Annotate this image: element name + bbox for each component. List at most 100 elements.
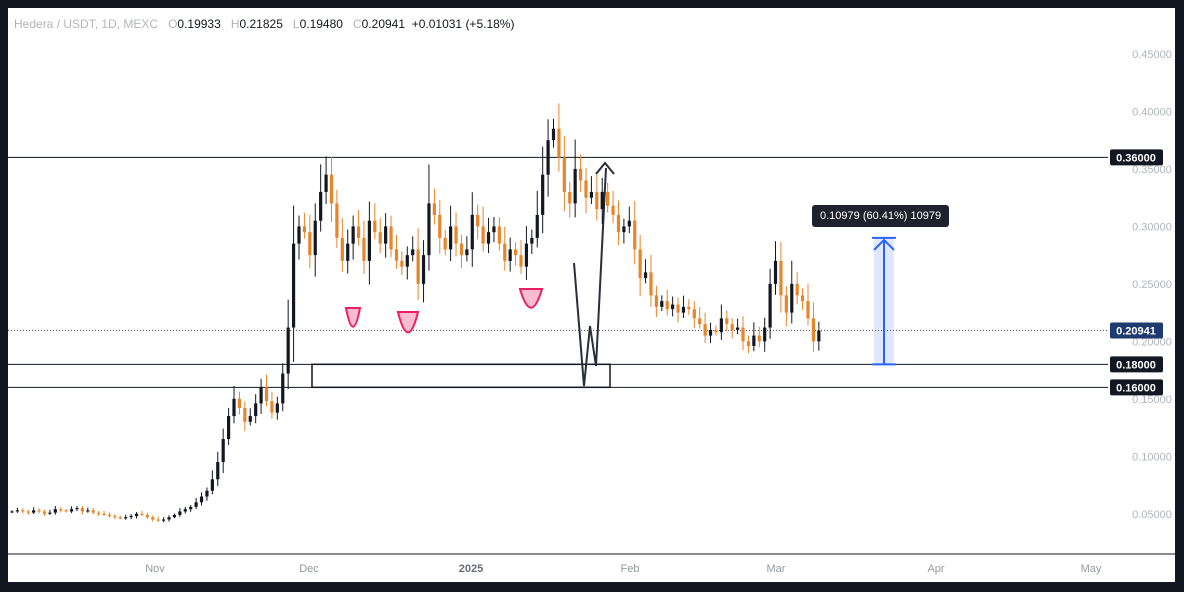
candle-body bbox=[459, 243, 464, 256]
x-tick-label: Mar bbox=[767, 563, 786, 575]
candle-body bbox=[411, 249, 415, 256]
candle-body bbox=[346, 243, 350, 261]
candle-body bbox=[162, 519, 166, 521]
candle-body bbox=[665, 301, 669, 310]
x-tick-label: Feb bbox=[621, 563, 640, 575]
candle-body bbox=[210, 479, 214, 491]
candle-body bbox=[15, 510, 20, 512]
candle-body bbox=[454, 226, 458, 244]
candle-body bbox=[367, 220, 371, 261]
candle-body bbox=[356, 226, 361, 238]
candle-body bbox=[156, 519, 160, 521]
candle-body bbox=[546, 140, 550, 175]
candle-body bbox=[362, 237, 366, 261]
candle-body bbox=[26, 511, 30, 513]
y-tick-label: 0.15000 bbox=[1132, 394, 1172, 406]
candle-body bbox=[53, 509, 57, 513]
candle-body bbox=[216, 462, 220, 480]
candle-body bbox=[676, 304, 680, 313]
candle-body bbox=[611, 205, 615, 215]
candle-body bbox=[573, 168, 577, 204]
candle-body bbox=[378, 232, 382, 244]
candle-body bbox=[492, 226, 496, 233]
candle-body bbox=[194, 502, 198, 507]
candle-body bbox=[351, 226, 355, 244]
candle-body bbox=[264, 387, 269, 402]
x-tick-label: Dec bbox=[299, 563, 319, 575]
candle-body bbox=[557, 128, 561, 158]
candle-body bbox=[790, 283, 794, 313]
candle-body bbox=[254, 403, 258, 417]
price-chart[interactable]: 0.45000 0.40000 0.35000 0.30000 0.25000 0.200… bbox=[8, 8, 1175, 582]
candle-body bbox=[421, 255, 426, 284]
measure-label: 0.10979 (60.41%) 10979 bbox=[812, 205, 950, 227]
candle-body bbox=[503, 243, 507, 261]
candle-body bbox=[681, 306, 686, 313]
candle-body bbox=[654, 295, 658, 307]
candle-body bbox=[784, 295, 788, 313]
y-tick-label: 0.40000 bbox=[1132, 106, 1172, 118]
candle-body bbox=[757, 335, 761, 342]
candle-body bbox=[432, 203, 436, 215]
candle-body bbox=[714, 329, 718, 333]
x-tick-label: May bbox=[1081, 563, 1102, 575]
candle-body bbox=[243, 408, 247, 422]
candle-body bbox=[795, 283, 799, 296]
candle-body bbox=[259, 387, 263, 404]
candle-body bbox=[578, 168, 583, 181]
candle-body bbox=[692, 309, 696, 319]
low-value: 0.19480 bbox=[299, 17, 343, 31]
y-tick-label: 0.05000 bbox=[1132, 509, 1172, 521]
candle-body bbox=[622, 226, 626, 233]
price-label-text: 0.36000 bbox=[1116, 152, 1156, 164]
candle-body bbox=[703, 324, 707, 336]
candle-body bbox=[42, 511, 47, 514]
y-tick-label: 0.45000 bbox=[1132, 49, 1172, 61]
candle-body bbox=[113, 516, 117, 518]
candle-body bbox=[584, 180, 588, 198]
candle-body bbox=[64, 510, 68, 512]
candle-body bbox=[811, 318, 816, 342]
curve-highlight bbox=[518, 288, 544, 309]
symbol-info: Hedera / USDT, 1D, MEXC O0.19933 H0.2182… bbox=[14, 17, 514, 31]
candle-body bbox=[438, 214, 442, 238]
price-label-text: 0.18000 bbox=[1116, 359, 1156, 371]
candle-body bbox=[59, 509, 63, 511]
candle-body bbox=[91, 510, 95, 513]
candle-body bbox=[671, 304, 675, 310]
candle-body bbox=[340, 237, 344, 261]
wave-arrow-icon bbox=[595, 161, 615, 175]
candle-body bbox=[308, 232, 312, 256]
candle-body bbox=[730, 324, 734, 330]
candle-body bbox=[37, 510, 41, 512]
candle-body bbox=[134, 513, 139, 517]
candle-body bbox=[145, 514, 149, 518]
candle-body bbox=[524, 243, 529, 267]
candle-body bbox=[443, 237, 447, 250]
candle-body bbox=[660, 301, 664, 307]
candle-body bbox=[486, 232, 491, 244]
chart-frame[interactable]: 0.45000 0.40000 0.35000 0.30000 0.25000 0.200… bbox=[8, 8, 1175, 582]
candle-body bbox=[80, 508, 84, 512]
support-zone-box bbox=[311, 363, 611, 389]
candle-body bbox=[481, 226, 485, 244]
candle-body bbox=[719, 318, 723, 333]
candle-body bbox=[752, 335, 756, 346]
candle-body bbox=[568, 191, 572, 204]
candle-body bbox=[313, 220, 317, 256]
close-key: C bbox=[352, 17, 362, 31]
x-tick-label: Apr bbox=[927, 563, 944, 575]
candle-body bbox=[32, 510, 36, 513]
candle-body bbox=[199, 496, 204, 503]
candle-body bbox=[129, 516, 133, 518]
candle-body bbox=[172, 514, 177, 518]
symbol-title: Hedera / USDT, 1D, MEXC bbox=[14, 17, 159, 31]
change-value: +0.01031 (+5.18%) bbox=[411, 17, 515, 31]
curve-highlight bbox=[396, 311, 420, 334]
candle-body bbox=[800, 295, 805, 302]
close-value: 0.20941 bbox=[361, 17, 406, 31]
candle-body bbox=[237, 398, 242, 409]
candle-body bbox=[400, 260, 404, 267]
x-tick-label: 2025 bbox=[459, 563, 483, 575]
high-value: 0.21825 bbox=[239, 17, 283, 31]
